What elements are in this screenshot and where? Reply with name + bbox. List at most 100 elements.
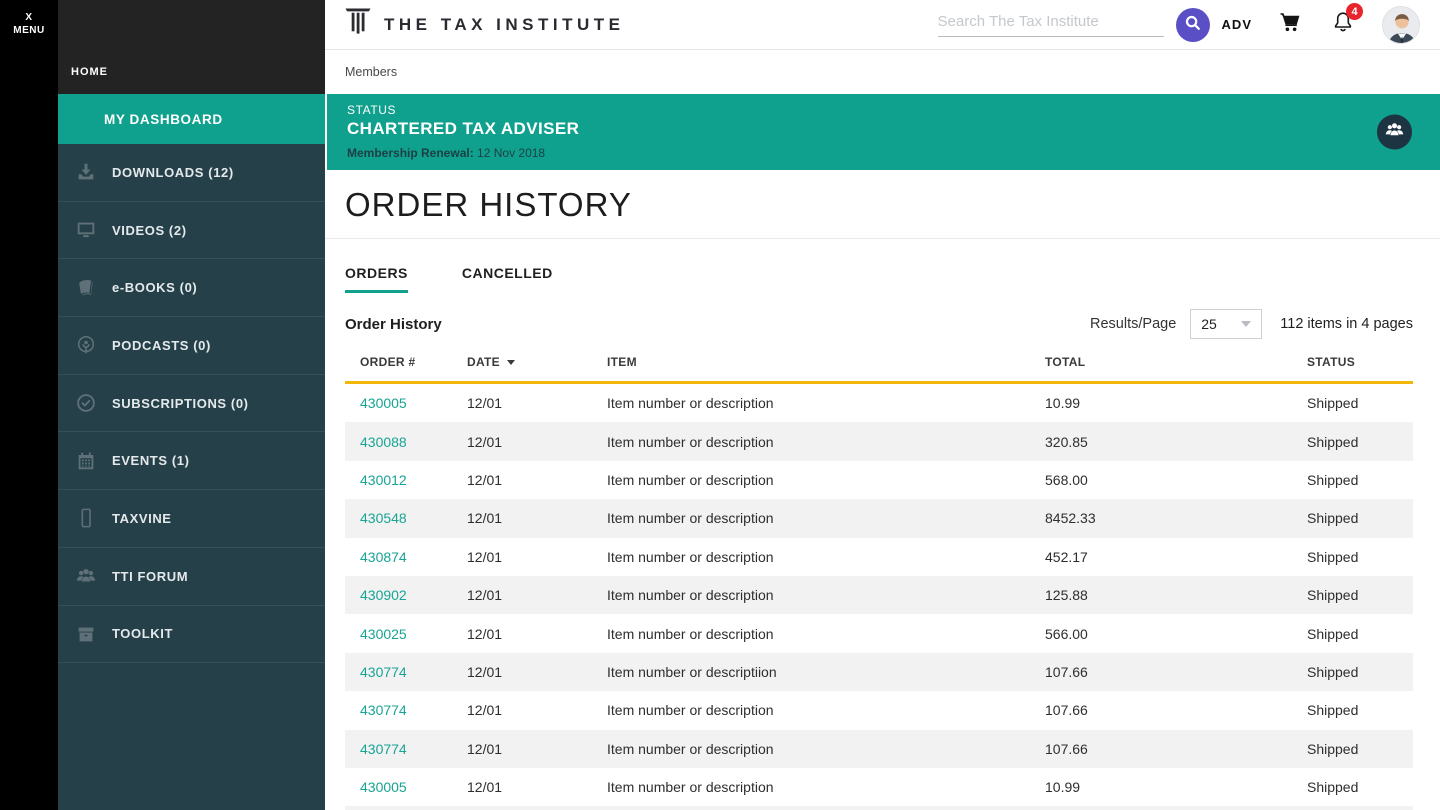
breadcrumb-row: Members xyxy=(325,50,1440,94)
column-header-date[interactable]: DATE xyxy=(467,355,607,369)
order-date: 12/01 xyxy=(467,433,503,450)
sidebar-item-downloads[interactable]: DOWNLOADS (12) xyxy=(58,144,325,202)
order-status: Shipped xyxy=(1307,433,1359,450)
sidebar-item-podcasts[interactable]: PODCASTS (0) xyxy=(58,317,325,375)
tab-orders[interactable]: ORDERS xyxy=(345,265,408,293)
order-status: Shipped xyxy=(1307,702,1359,719)
order-table: ORDER # DATE ITEM TOTAL STATUS 430005 12… xyxy=(345,349,1413,810)
order-date: 12/01 xyxy=(467,663,503,680)
column-header-total[interactable]: TOTAL xyxy=(1045,355,1086,369)
table-row: 430774 12/01 Item number or description … xyxy=(345,691,1413,730)
order-total: 10.99 xyxy=(1045,395,1081,412)
sidebar-item-tti-forum[interactable]: TTI FORUM xyxy=(58,548,325,606)
tab-cancelled[interactable]: CANCELLED xyxy=(461,265,553,281)
notifications-button[interactable]: 4 xyxy=(1332,3,1363,39)
results-per-page-value: 25 xyxy=(1201,316,1217,332)
order-status: Shipped xyxy=(1307,625,1359,642)
top-header: THE TAX INSTITUTE ADV xyxy=(325,0,1440,50)
order-link[interactable]: 430874 xyxy=(360,548,407,565)
results-per-page-label: Results/Page xyxy=(1090,316,1177,332)
order-item: Item number or descriptiion xyxy=(607,663,777,680)
sidebar-item-label: SUBSCRIPTIONS (0) xyxy=(112,395,249,411)
partial-next-row xyxy=(345,806,1413,810)
column-header-order[interactable]: ORDER # xyxy=(360,355,416,369)
order-date: 12/01 xyxy=(467,779,503,796)
sort-desc-icon xyxy=(506,360,515,365)
order-link[interactable]: 430774 xyxy=(360,702,407,719)
order-total: 10.99 xyxy=(1045,779,1081,796)
cart-button[interactable] xyxy=(1278,10,1302,39)
search-button[interactable] xyxy=(1175,7,1210,42)
title-divider xyxy=(325,238,1440,239)
column-header-date-label: DATE xyxy=(467,355,500,369)
breadcrumb[interactable]: Members xyxy=(345,65,398,79)
page-title: ORDER HISTORY xyxy=(345,186,632,223)
order-status: Shipped xyxy=(1307,663,1359,680)
user-avatar[interactable] xyxy=(1382,5,1420,44)
monitor-icon xyxy=(73,218,99,242)
order-date: 12/01 xyxy=(467,625,503,642)
menu-toggle-label: MENU xyxy=(13,25,45,36)
order-item: Item number or description xyxy=(607,433,774,450)
sidebar-item-subscriptions[interactable]: SUBSCRIPTIONS (0) xyxy=(58,375,325,433)
table-row: 430548 12/01 Item number or description … xyxy=(345,499,1413,538)
sidebar-item-ebooks[interactable]: e-BOOKS (0) xyxy=(58,259,325,318)
sidebar-item-events[interactable]: EVENTS (1) xyxy=(58,432,325,491)
column-header-item[interactable]: ITEM xyxy=(607,355,637,369)
order-date: 12/01 xyxy=(467,702,503,719)
members-circle-button[interactable] xyxy=(1377,114,1412,150)
menu-rail: X MENU xyxy=(0,0,58,810)
order-link[interactable]: 430548 xyxy=(360,510,407,527)
membership-renewal: Membership Renewal: 12 Nov 2018 xyxy=(347,146,1420,160)
results-per-page-select[interactable]: 25 xyxy=(1190,309,1263,339)
order-item: Item number or description xyxy=(607,702,774,719)
table-row: 430005 12/01 Item number or description … xyxy=(345,767,1413,807)
items-summary: 112 items in 4 pages xyxy=(1280,316,1413,332)
sidebar-item-my-dashboard[interactable]: MY DASHBOARD xyxy=(58,94,325,144)
order-total: 320.85 xyxy=(1045,433,1088,450)
status-banner: STATUS CHARTERED TAX ADVISER Membership … xyxy=(325,94,1440,170)
order-link[interactable]: 430902 xyxy=(360,587,407,604)
order-link[interactable]: 430088 xyxy=(360,433,407,450)
menu-toggle[interactable]: X MENU xyxy=(0,0,58,37)
brand[interactable]: THE TAX INSTITUTE xyxy=(345,8,625,41)
table-row: 430774 12/01 Item number or description … xyxy=(345,729,1413,768)
members-group-icon xyxy=(1384,119,1405,145)
order-link[interactable]: 430025 xyxy=(360,625,407,642)
sidebar: HOME MY DASHBOARD DOWNLOADS (12) VIDEOS … xyxy=(58,0,325,810)
order-date: 12/01 xyxy=(467,395,503,412)
order-status: Shipped xyxy=(1307,587,1359,604)
sidebar-item-label: e-BOOKS (0) xyxy=(112,280,198,296)
sidebar-item-home[interactable]: HOME xyxy=(71,66,108,78)
section-title: Order History xyxy=(345,315,442,333)
order-item: Item number or description xyxy=(607,548,774,565)
column-header-status[interactable]: STATUS xyxy=(1307,355,1356,369)
table-row: 430774 12/01 Item number or descriptiion… xyxy=(345,652,1413,692)
advanced-search-link[interactable]: ADV xyxy=(1221,17,1252,32)
order-date: 12/01 xyxy=(467,548,503,565)
search-input[interactable] xyxy=(937,12,1164,30)
book-icon xyxy=(73,276,99,300)
order-link[interactable]: 430774 xyxy=(360,663,407,680)
phone-icon xyxy=(73,506,99,530)
order-link[interactable]: 430005 xyxy=(360,779,407,796)
header-actions: ADV xyxy=(937,3,1420,44)
order-link[interactable]: 430005 xyxy=(360,395,407,412)
sidebar-item-toolkit[interactable]: TOOLKIT xyxy=(58,606,325,664)
chevron-down-icon xyxy=(1241,321,1252,327)
search-icon xyxy=(1184,14,1202,35)
order-total: 8452.33 xyxy=(1045,510,1096,527)
sidebar-item-videos[interactable]: VIDEOS (2) xyxy=(58,202,325,260)
sidebar-item-taxvine[interactable]: TAXVINE xyxy=(58,490,325,548)
content: ORDER HISTORY ORDERS CANCELLED Order His… xyxy=(325,170,1440,810)
people-icon xyxy=(73,564,99,588)
order-date: 12/01 xyxy=(467,471,503,488)
order-link[interactable]: 430012 xyxy=(360,471,407,488)
order-item: Item number or description xyxy=(607,625,774,642)
download-icon xyxy=(73,160,99,184)
order-link[interactable]: 430774 xyxy=(360,740,407,757)
order-item: Item number or description xyxy=(607,779,774,796)
box-icon xyxy=(73,622,99,646)
sidebar-header: HOME xyxy=(58,0,325,94)
cart-icon xyxy=(1278,10,1302,39)
